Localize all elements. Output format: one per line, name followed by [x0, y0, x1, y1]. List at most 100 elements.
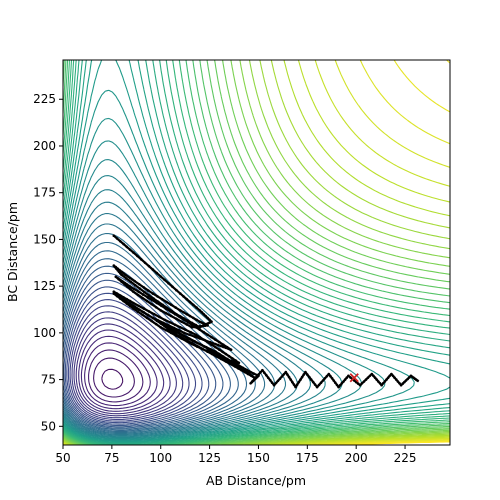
trajectory-point [195, 306, 198, 309]
trajectory-point [160, 304, 163, 308]
trajectory-point [237, 361, 241, 365]
trajectory-point [185, 323, 189, 326]
trajectory-point [385, 378, 388, 381]
trajectory-point [116, 267, 119, 271]
trajectory-point [128, 299, 132, 303]
trajectory-point [168, 321, 172, 324]
trajectory-point [347, 374, 350, 378]
trajectory-point [158, 315, 161, 319]
contour-line [63, 60, 450, 445]
trajectory-point [128, 304, 132, 308]
trajectory-point [386, 376, 390, 380]
trajectory-point [147, 289, 150, 292]
trajectory-point [155, 301, 159, 305]
trajectory-point [192, 316, 195, 320]
trajectory-point [194, 333, 198, 337]
trajectory-point [292, 383, 296, 386]
trajectory-point [128, 302, 131, 305]
trajectory-point [311, 380, 315, 384]
contour-line [63, 159, 343, 439]
trajectory-point [372, 374, 375, 378]
trajectory-point [224, 352, 228, 356]
contour-line [63, 60, 450, 445]
trajectory-point [150, 319, 153, 323]
trajectory-point [185, 297, 189, 301]
trajectory-point [125, 245, 129, 249]
trajectory-point [272, 383, 276, 387]
x-tick-label: 150 [247, 451, 270, 465]
trajectory-point [370, 372, 374, 376]
trajectory-point [241, 368, 245, 372]
contour-line [75, 323, 171, 415]
trajectory-point [159, 309, 162, 312]
x-axis-label: AB Distance/pm [206, 473, 306, 488]
contour-line [63, 201, 298, 436]
trajectory-point [190, 323, 194, 327]
x-tick-label: 125 [198, 451, 221, 465]
trajectory-point [232, 360, 235, 363]
trajectory-point [115, 237, 119, 240]
trajectory-point [182, 318, 186, 322]
trajectory-point [210, 335, 213, 339]
trajectory-point [358, 383, 362, 387]
trajectory-point [179, 292, 182, 295]
trajectory-point [142, 286, 146, 289]
trajectory-point [203, 324, 207, 328]
trajectory-point [201, 324, 204, 328]
trajectory-point [253, 377, 256, 381]
trajectory-point [129, 288, 132, 291]
trajectory-point [188, 300, 192, 304]
trajectory-point [152, 312, 156, 316]
trajectory-point [160, 297, 164, 301]
trajectory-point [124, 277, 128, 280]
trajectory-point [222, 357, 225, 360]
y-tick-label: 175 [33, 186, 56, 200]
trajectory-point [188, 333, 191, 337]
trajectory-point [210, 350, 213, 354]
x-tick-label: 225 [394, 451, 417, 465]
trajectory-point [142, 307, 146, 310]
trajectory-point [175, 333, 178, 337]
trajectory-point [198, 309, 202, 312]
contour-line [63, 60, 450, 442]
trajectory-point [177, 329, 181, 332]
contour-line [63, 60, 450, 445]
trajectory-point [224, 346, 228, 350]
trajectory-point [169, 310, 172, 313]
trajectory-point [276, 379, 280, 383]
trajectory-point [404, 379, 408, 382]
trajectory-point [122, 272, 125, 275]
x-tick-label: 200 [345, 451, 368, 465]
trajectory-point [265, 373, 268, 377]
contour-line [73, 317, 177, 417]
trajectory-point [366, 376, 370, 380]
trajectory-point [280, 375, 284, 378]
trajectory-point [198, 342, 202, 346]
trajectory-point [295, 383, 299, 386]
contour-line [63, 60, 450, 445]
trajectory-point [136, 293, 140, 297]
trajectory-point [337, 385, 340, 389]
trajectory-point [383, 380, 387, 383]
trajectory-point [222, 343, 225, 347]
trajectory-point [345, 376, 349, 380]
contour-line [63, 60, 450, 445]
trajectory-point [191, 339, 194, 343]
y-tick-label: 150 [33, 232, 56, 246]
trajectory-point [362, 380, 366, 383]
trajectory-point [124, 273, 127, 277]
trajectory-point [185, 339, 189, 342]
trajectory-point [119, 240, 122, 243]
contour-line [67, 299, 197, 422]
trajectory-point [200, 343, 204, 347]
trajectory-point [188, 314, 192, 318]
trajectory-point [185, 312, 189, 316]
trajectory-point [218, 348, 221, 352]
contour-line [63, 60, 450, 445]
trajectory-point [214, 350, 217, 353]
y-tick-label: 75 [41, 373, 56, 387]
trajectory [112, 234, 420, 389]
trajectory-point [178, 315, 181, 319]
trajectory-point [123, 281, 127, 285]
trajectory-point [132, 301, 135, 305]
